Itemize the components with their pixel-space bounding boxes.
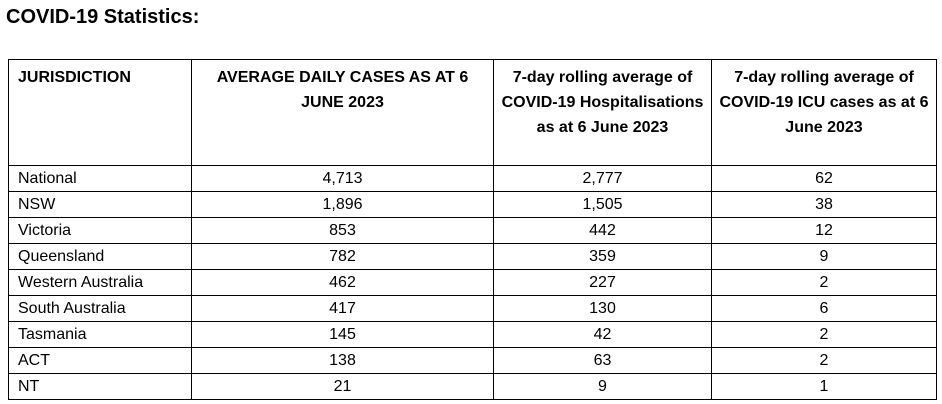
jurisdiction-cell: NT bbox=[8, 373, 192, 400]
hospitalisations-cell: 42 bbox=[493, 321, 712, 348]
icu-cases-cell: 9 bbox=[711, 243, 937, 270]
table-row: South Australia 417 130 6 bbox=[8, 295, 937, 322]
daily-cases-cell: 417 bbox=[191, 295, 494, 322]
hospitalisations-cell: 1,505 bbox=[493, 191, 712, 218]
page-title: COVID-19 Statistics: bbox=[6, 6, 200, 28]
daily-cases-cell: 782 bbox=[191, 243, 494, 270]
header-icu-cases: 7-day rolling average of COVID-19 ICU ca… bbox=[711, 59, 937, 166]
daily-cases-cell: 145 bbox=[191, 321, 494, 348]
icu-cases-cell: 1 bbox=[711, 373, 937, 400]
daily-cases-cell: 4,713 bbox=[191, 165, 494, 192]
daily-cases-cell: 462 bbox=[191, 269, 494, 296]
icu-cases-cell: 2 bbox=[711, 269, 937, 296]
jurisdiction-cell: Western Australia bbox=[8, 269, 192, 296]
table-row: Western Australia 462 227 2 bbox=[8, 269, 937, 296]
jurisdiction-cell: Victoria bbox=[8, 217, 192, 244]
table-row: National 4,713 2,777 62 bbox=[8, 165, 937, 192]
hospitalisations-cell: 63 bbox=[493, 347, 712, 374]
icu-cases-cell: 38 bbox=[711, 191, 937, 218]
jurisdiction-cell: South Australia bbox=[8, 295, 192, 322]
header-jurisdiction: JURISDICTION bbox=[8, 59, 192, 166]
hospitalisations-cell: 130 bbox=[493, 295, 712, 322]
icu-cases-cell: 6 bbox=[711, 295, 937, 322]
hospitalisations-cell: 9 bbox=[493, 373, 712, 400]
icu-cases-cell: 62 bbox=[711, 165, 937, 192]
hospitalisations-cell: 442 bbox=[493, 217, 712, 244]
icu-cases-cell: 2 bbox=[711, 321, 937, 348]
table-header-row: JURISDICTION AVERAGE DAILY CASES AS AT 6… bbox=[8, 59, 937, 166]
header-hospitalisations: 7-day rolling average of COVID-19 Hospit… bbox=[493, 59, 712, 166]
table-row: NSW 1,896 1,505 38 bbox=[8, 191, 937, 218]
hospitalisations-cell: 2,777 bbox=[493, 165, 712, 192]
jurisdiction-cell: Queensland bbox=[8, 243, 192, 270]
daily-cases-cell: 1,896 bbox=[191, 191, 494, 218]
table-row: NT 21 9 1 bbox=[8, 373, 937, 400]
jurisdiction-cell: ACT bbox=[8, 347, 192, 374]
header-average-daily-cases: AVERAGE DAILY CASES AS AT 6 JUNE 2023 bbox=[191, 59, 494, 166]
daily-cases-cell: 138 bbox=[191, 347, 494, 374]
hospitalisations-cell: 227 bbox=[493, 269, 712, 296]
jurisdiction-cell: National bbox=[8, 165, 192, 192]
table-row: Queensland 782 359 9 bbox=[8, 243, 937, 270]
daily-cases-cell: 853 bbox=[191, 217, 494, 244]
table-row: Victoria 853 442 12 bbox=[8, 217, 937, 244]
jurisdiction-cell: Tasmania bbox=[8, 321, 192, 348]
daily-cases-cell: 21 bbox=[191, 373, 494, 400]
hospitalisations-cell: 359 bbox=[493, 243, 712, 270]
icu-cases-cell: 12 bbox=[711, 217, 937, 244]
table-row: ACT 138 63 2 bbox=[8, 347, 937, 374]
jurisdiction-cell: NSW bbox=[8, 191, 192, 218]
icu-cases-cell: 2 bbox=[711, 347, 937, 374]
covid-statistics-table: JURISDICTION AVERAGE DAILY CASES AS AT 6… bbox=[8, 59, 937, 400]
table-row: Tasmania 145 42 2 bbox=[8, 321, 937, 348]
